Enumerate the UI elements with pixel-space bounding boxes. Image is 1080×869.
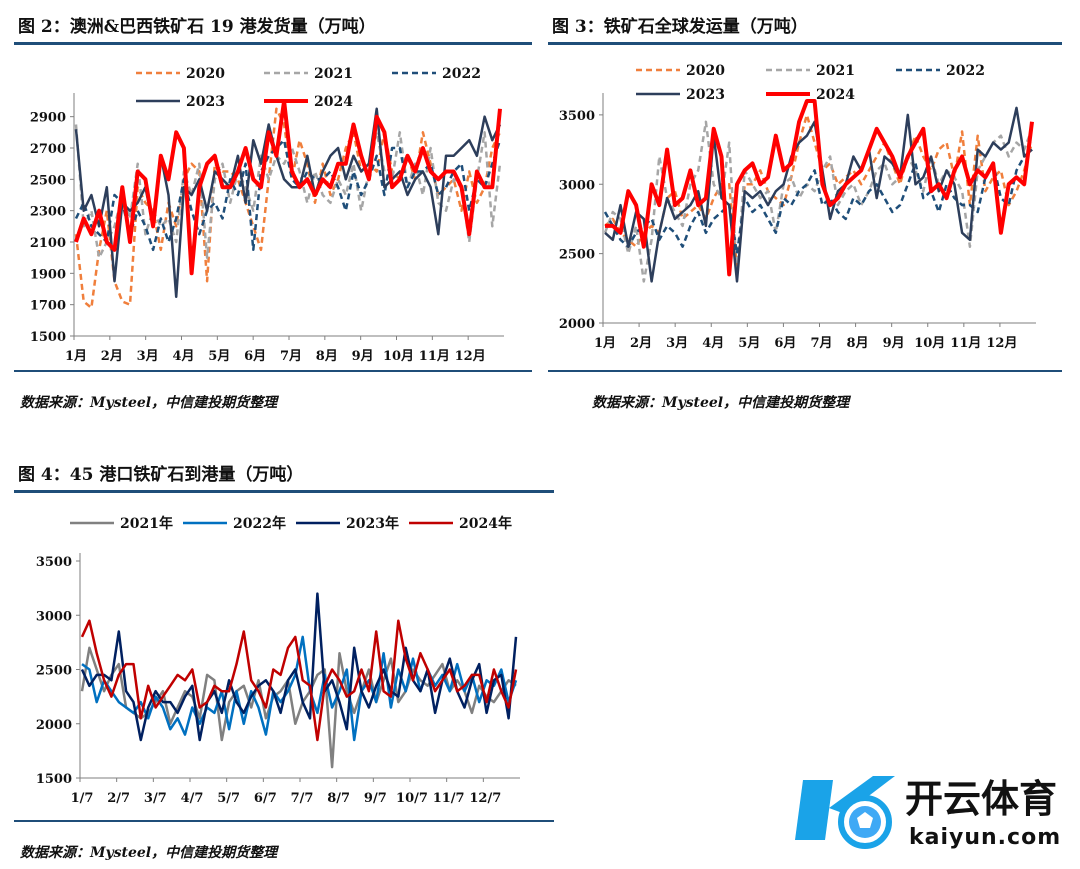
legend-label: 2021 — [816, 63, 855, 79]
legend-label: 2021 — [314, 66, 353, 82]
x-tick-label: 5月 — [208, 349, 230, 364]
fig2-chart: 1500 1700 1900 2100 2300 2500 2700 2900 1月 2月 3月 4月… — [30, 66, 504, 364]
x-tick-label: 3月 — [666, 336, 688, 351]
series-line-2022 — [603, 148, 1033, 255]
y-tick-label: 2000 — [559, 317, 595, 332]
x-tick-label: 3月 — [137, 349, 159, 364]
x-tick-label: 6月 — [244, 349, 266, 364]
y-tick-label: 2500 — [30, 173, 66, 188]
y-tick-label: 2300 — [30, 205, 66, 220]
x-tick-label: 9月 — [883, 336, 905, 351]
fig4-title: 图 4：45 港口铁矿石到港量（万吨） — [18, 465, 304, 485]
legend-label: 2024 — [314, 94, 353, 110]
fig3-chart: 2000 2500 3000 3500 1月 2月 3月 4月 5月 6月 7月 8月 9月 10月 11月… — [559, 63, 1036, 351]
kaiyun-logo: 开云体育 kaiyun.com — [795, 776, 1061, 850]
fig4-source: 数据来源：Mysteel，中信建投期货整理 — [20, 845, 278, 861]
logo-mark-icon — [795, 776, 895, 849]
legend-label: 2022 — [946, 63, 985, 79]
x-tick-label: 3/7 — [144, 791, 167, 806]
fig3-source: 数据来源：Mysteel，中信建投期货整理 — [592, 395, 850, 411]
y-tick-label: 3500 — [559, 109, 595, 124]
x-tick-label: 10月 — [914, 336, 945, 351]
legend-label: 2023年 — [346, 515, 399, 532]
series-line-2020 — [74, 107, 502, 310]
series-line-2024 — [74, 99, 502, 276]
x-tick-label: 12月 — [986, 336, 1017, 351]
y-tick-label: 1700 — [30, 299, 66, 314]
x-tick-label: 12月 — [455, 349, 486, 364]
y-tick-label: 3000 — [36, 609, 72, 624]
x-tick-label: 2月 — [101, 349, 123, 364]
y-tick-label: 1500 — [36, 772, 72, 787]
legend-label: 2024 — [816, 87, 855, 103]
x-tick-label: 8月 — [316, 349, 338, 364]
fig4-bottom-rule — [14, 820, 554, 822]
x-tick-label: 11/7 — [433, 791, 465, 806]
x-tick-label: 6月 — [774, 336, 796, 351]
y-tick-label: 1900 — [30, 267, 66, 282]
fig2-source: 数据来源：Mysteel，中信建投期货整理 — [20, 395, 278, 411]
x-tick-label: 4/7 — [181, 791, 204, 806]
x-tick-label: 9/7 — [364, 791, 387, 806]
x-tick-label: 5月 — [738, 336, 760, 351]
legend-label: 2024年 — [459, 515, 512, 532]
legend-label: 2021年 — [120, 515, 173, 532]
x-tick-label: 2/7 — [107, 791, 130, 806]
fig3-bottom-rule — [548, 370, 1062, 372]
x-tick-label: 4月 — [702, 336, 724, 351]
x-tick-label: 9月 — [352, 349, 374, 364]
fig4-chart: 1500 2000 2500 3000 3500 1/7 2/7 3/7 4/7 5/7 6/7 7/… — [36, 515, 520, 806]
fig4-top-rule — [14, 490, 554, 493]
x-tick-label: 11月 — [950, 336, 981, 351]
x-tick-label: 1/7 — [71, 791, 94, 806]
legend-label: 2022 — [442, 66, 481, 82]
y-tick-label: 2500 — [36, 664, 72, 679]
x-tick-label: 8/7 — [327, 791, 350, 806]
fig2-top-rule — [14, 42, 532, 45]
x-tick-label: 7月 — [810, 336, 832, 351]
x-tick-label: 12/7 — [469, 791, 501, 806]
fig3-title: 图 3：铁矿石全球发运量（万吨） — [552, 17, 808, 37]
x-tick-label: 4月 — [172, 349, 194, 364]
fig3-top-rule — [548, 42, 1062, 45]
y-tick-label: 2000 — [36, 718, 72, 733]
logo-domain: kaiyun.com — [909, 825, 1061, 850]
x-tick-label: 7月 — [280, 349, 302, 364]
x-tick-label: 1月 — [594, 336, 616, 351]
x-tick-label: 8月 — [847, 336, 869, 351]
series-line-2024 — [605, 99, 1034, 277]
y-tick-label: 3500 — [36, 555, 72, 570]
y-tick-label: 2900 — [30, 111, 66, 126]
y-tick-label: 2100 — [30, 236, 66, 251]
x-tick-label: 2月 — [630, 336, 652, 351]
y-tick-label: 2500 — [559, 248, 595, 263]
y-tick-label: 1500 — [30, 330, 66, 345]
legend-label: 2022年 — [233, 515, 286, 532]
legend-label: 2023 — [186, 94, 225, 110]
fig2-title: 图 2：澳洲&巴西铁矿石 19 港发货量（万吨） — [18, 17, 376, 37]
x-tick-label: 1月 — [65, 349, 87, 364]
x-tick-label: 7/7 — [291, 791, 314, 806]
fig2-bottom-rule — [14, 370, 532, 372]
logo-brand-name: 开云体育 — [905, 777, 1057, 821]
x-tick-label: 6/7 — [254, 791, 277, 806]
legend-label: 2020 — [686, 63, 725, 79]
y-tick-label: 2700 — [30, 142, 66, 157]
legend-label: 2023 — [686, 87, 725, 103]
legend-label: 2020 — [186, 66, 225, 82]
y-tick-label: 3000 — [559, 178, 595, 193]
x-tick-label: 11月 — [419, 349, 450, 364]
x-tick-label: 10/7 — [396, 791, 428, 806]
series-line-2024年 — [80, 619, 518, 742]
x-tick-label: 5/7 — [217, 791, 240, 806]
x-tick-label: 10月 — [383, 349, 414, 364]
series-line-2021 — [603, 120, 1034, 283]
